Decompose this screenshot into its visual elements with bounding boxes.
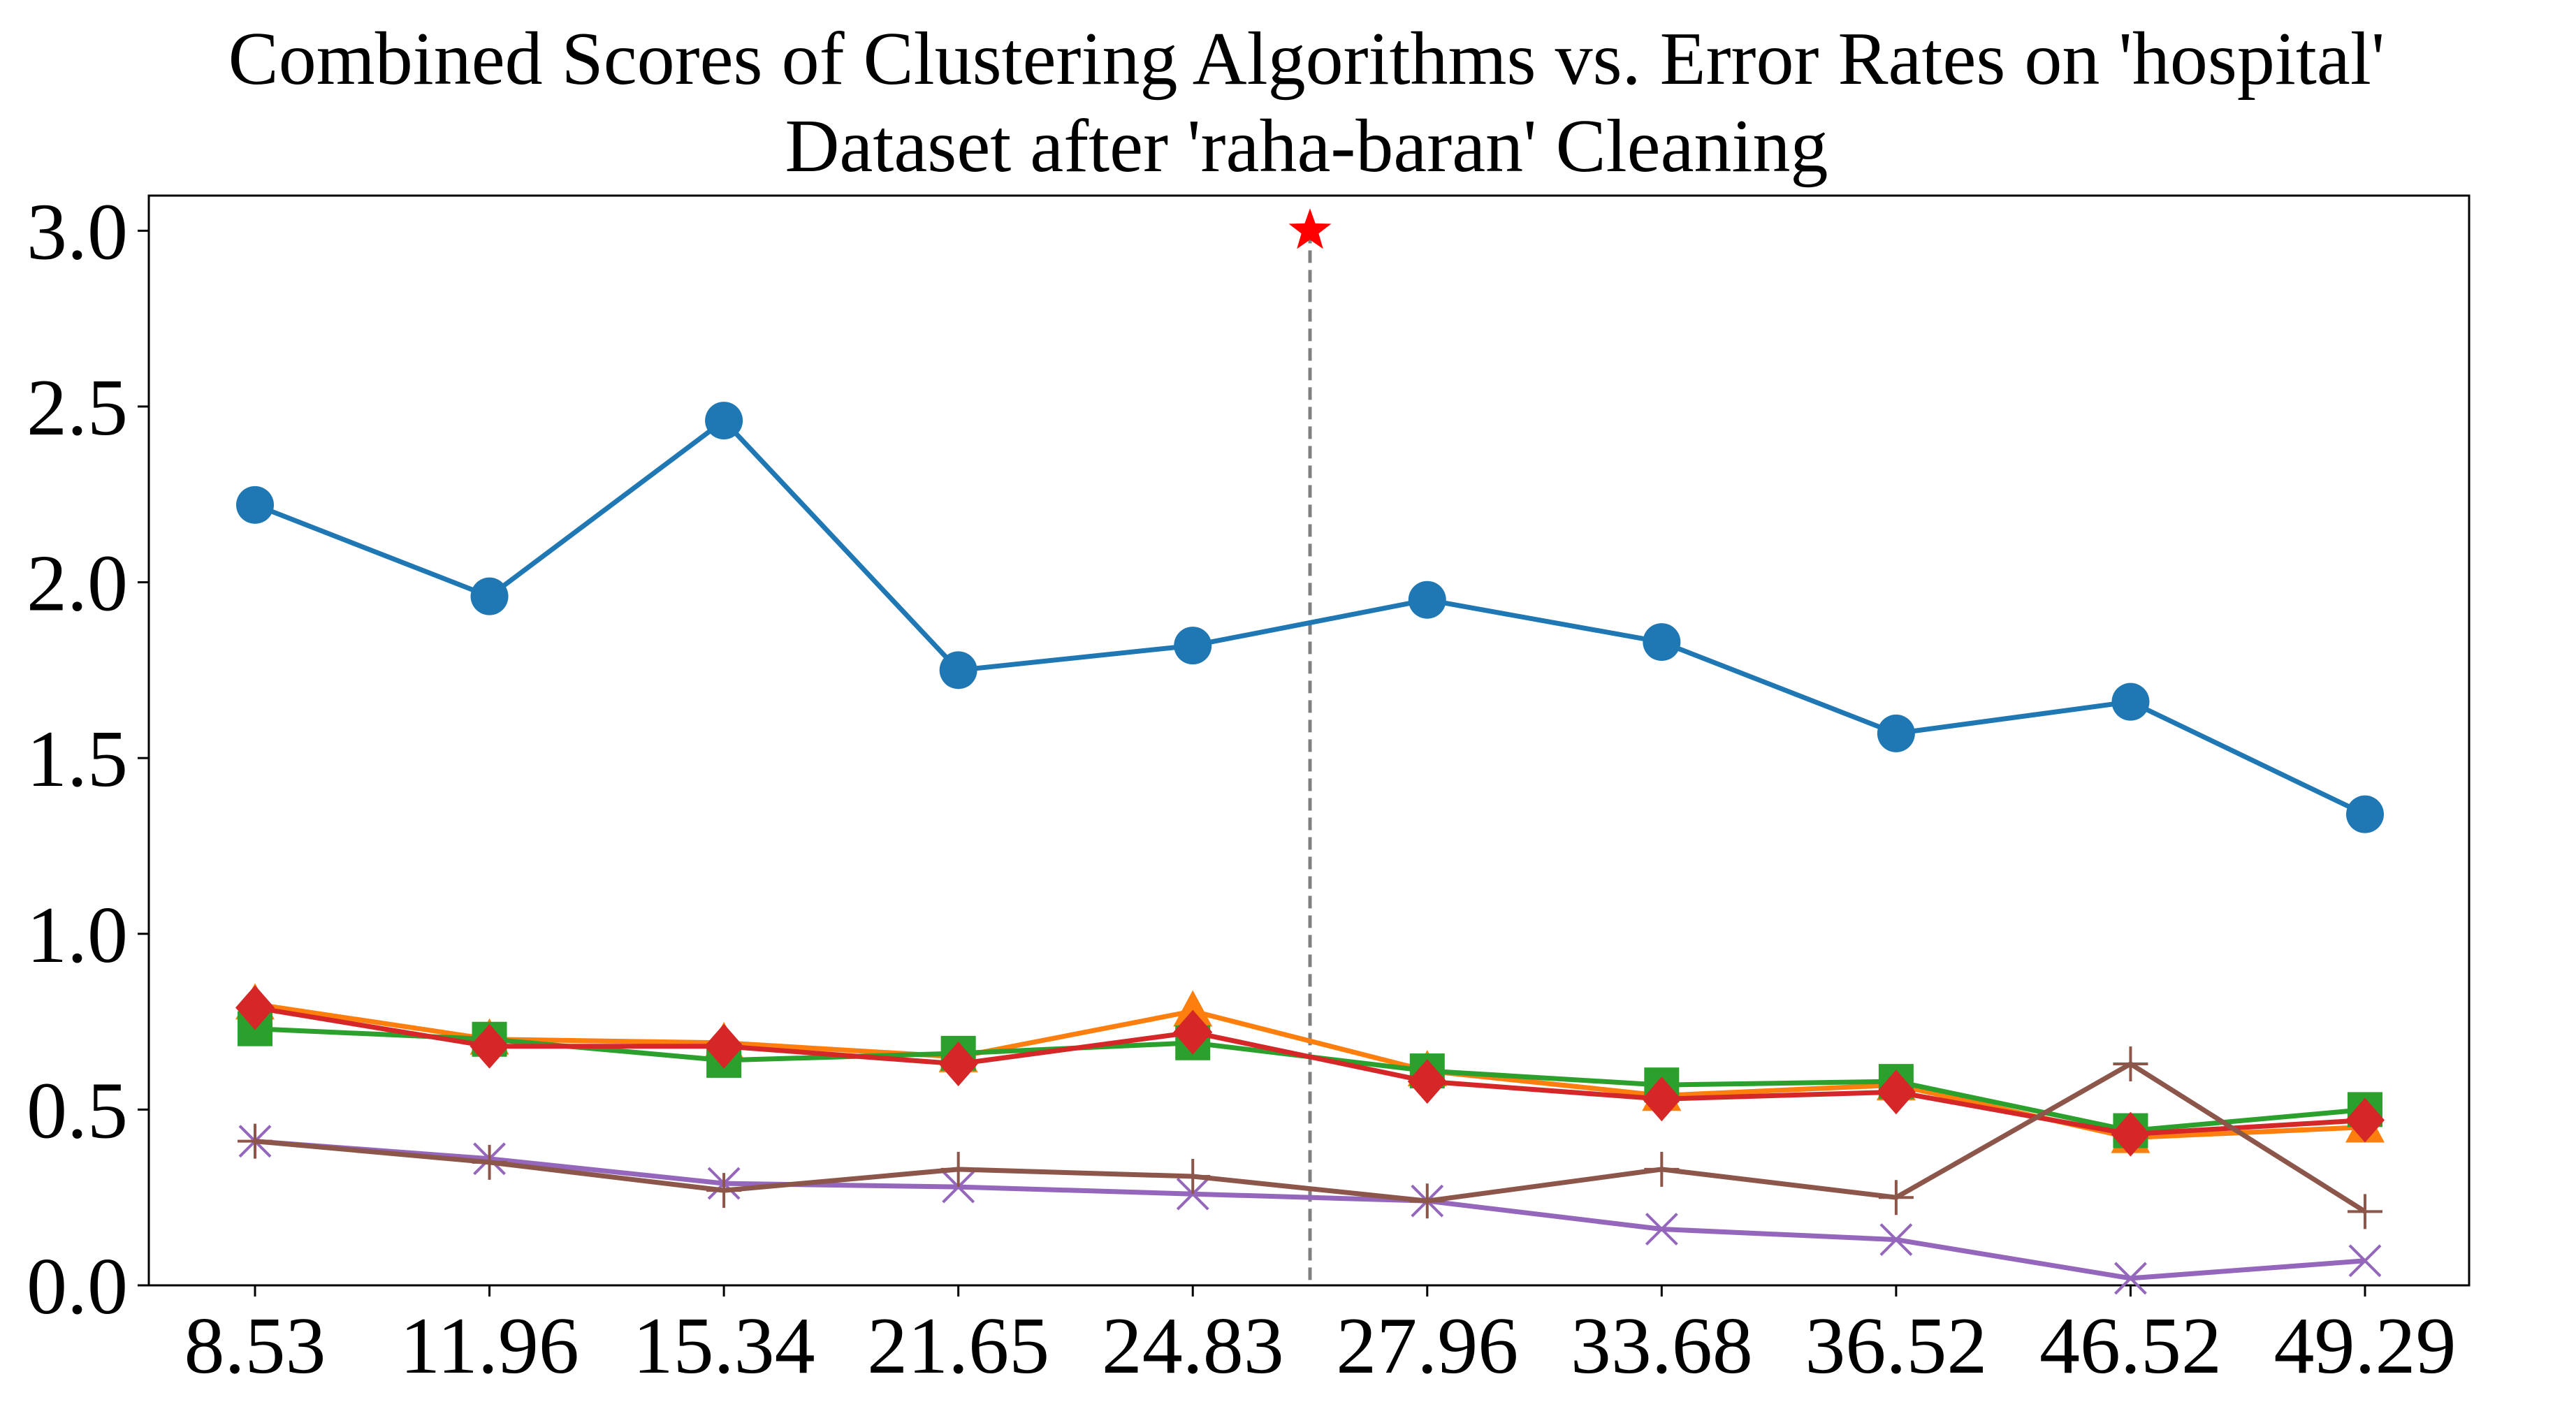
data-point-plus (472, 1144, 507, 1180)
data-point-plus (2113, 1046, 2148, 1081)
data-point-triangle (1173, 990, 1213, 1027)
series-layer (235, 402, 2385, 1295)
x-tick-label: 15.34 (633, 1301, 815, 1391)
data-point-plus (940, 1151, 976, 1187)
data-point-circle (2346, 795, 2384, 833)
x-tick-label: 11.96 (400, 1301, 579, 1391)
y-tick-label: 2.0 (27, 539, 128, 629)
series-1 (235, 983, 2385, 1153)
chart-title-line-2: Dataset after 'raha-baran' Cleaning (785, 105, 1828, 188)
data-point-circle (2111, 682, 2150, 721)
data-point-diamond (704, 1023, 744, 1069)
x-tick-label: 33.68 (1571, 1301, 1753, 1391)
data-point-diamond (1642, 1076, 1682, 1122)
data-point-plus (1175, 1159, 1211, 1194)
y-axis: 0.0 0.5 1.0 1.5 2.0 2.5 3.0 (27, 187, 149, 1331)
y-tick-label: 1.5 (27, 715, 128, 804)
x-tick-label: 21.65 (867, 1301, 1049, 1391)
data-point-x (1879, 1223, 1913, 1256)
data-point-circle (1643, 623, 1681, 662)
series-line (254, 1005, 2366, 1137)
y-tick-label: 0.0 (27, 1242, 128, 1331)
data-point-diamond (1876, 1069, 1916, 1115)
data-point-x (1645, 1213, 1678, 1246)
x-axis: 8.53 11.96 15.34 21.65 24.83 27.96 33.68 36.52 4… (184, 1285, 2457, 1391)
data-point-circle (236, 485, 274, 524)
data-point-plus (1409, 1183, 1445, 1219)
data-point-circle (1408, 580, 1446, 619)
data-point-circle (1174, 627, 1212, 665)
data-point-x (2348, 1244, 2382, 1278)
plot-area-frame (147, 194, 2471, 1287)
data-point-diamond (2111, 1111, 2151, 1157)
data-point-circle (939, 651, 977, 689)
x-tick-label: 24.83 (1102, 1301, 1284, 1391)
highlight-star-marker (1288, 208, 1332, 249)
data-point-plus (1878, 1180, 1914, 1215)
series-0 (236, 402, 2384, 833)
x-tick-label: 27.96 (1336, 1301, 1518, 1391)
data-point-circle (1877, 714, 1915, 752)
data-point-circle (705, 402, 743, 440)
data-point-plus (238, 1123, 272, 1159)
data-point-x (942, 1170, 975, 1204)
y-tick-label: 0.5 (27, 1066, 128, 1155)
data-point-x (2114, 1262, 2147, 1295)
data-point-diamond (1173, 1009, 1213, 1055)
data-point-circle (470, 577, 509, 615)
data-point-plus (1644, 1151, 1680, 1187)
x-tick-label: 46.52 (2039, 1301, 2222, 1391)
data-point-diamond (938, 1041, 978, 1086)
series-5 (238, 1046, 2382, 1229)
data-point-diamond (470, 1023, 509, 1069)
chart-title-line-1: Combined Scores of Clustering Algorithms… (228, 17, 2385, 101)
series-3 (235, 985, 2385, 1157)
data-point-diamond (2345, 1097, 2385, 1143)
series-line (254, 418, 2366, 817)
data-point-plus (706, 1173, 742, 1209)
data-point-plus (2348, 1194, 2382, 1229)
reference-layer (1288, 208, 1332, 1285)
series-line (254, 1061, 2366, 1214)
y-tick-label: 3.0 (27, 187, 128, 277)
x-tick-label: 36.52 (1805, 1301, 1987, 1391)
x-tick-label: 8.53 (184, 1301, 326, 1391)
x-tick-label: 49.29 (2274, 1301, 2457, 1391)
data-point-diamond (1407, 1059, 1447, 1104)
y-tick-label: 1.0 (27, 891, 128, 980)
data-point-diamond (235, 985, 275, 1030)
series-line (254, 1139, 2366, 1281)
y-tick-label: 2.5 (27, 363, 128, 453)
data-point-x (1176, 1177, 1209, 1211)
